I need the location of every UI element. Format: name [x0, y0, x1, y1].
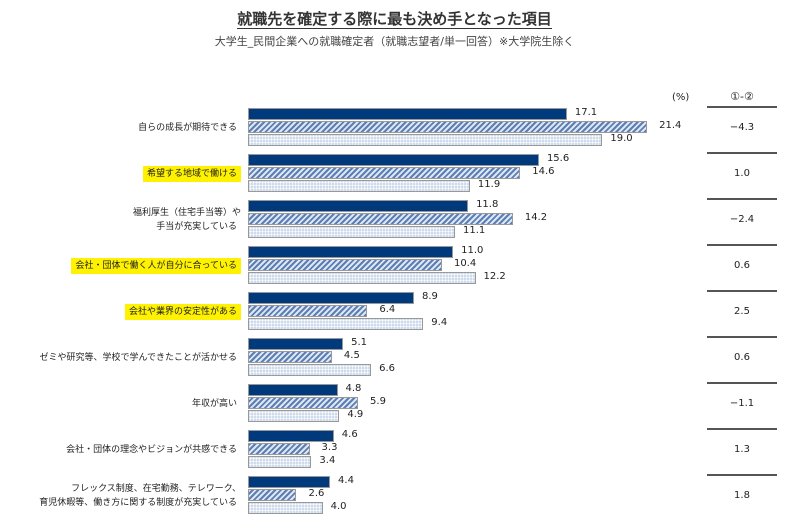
data-label: 4.4 — [338, 475, 354, 486]
category-label-text: 福利厚生（住宅手当等）や 手当が充実している — [132, 208, 241, 232]
diff-rule — [707, 106, 777, 108]
bar-series2 — [248, 213, 513, 225]
bar-series2 — [248, 167, 521, 179]
data-label: 4.9 — [347, 409, 364, 420]
bar-series2 — [248, 259, 442, 271]
data-label: 11.8 — [476, 199, 499, 210]
data-label: 4.8 — [345, 383, 362, 394]
data-label: 8.9 — [421, 291, 438, 302]
bar-series2 — [248, 443, 310, 455]
bar-series1 — [248, 430, 334, 442]
category-label-text: 年収が高い — [191, 399, 237, 409]
diff-rule — [707, 152, 777, 154]
data-label: 3.3 — [321, 442, 338, 453]
chart-title: 就職先を確定する際に最も決め手となった項目 — [237, 10, 552, 29]
data-label: 6.4 — [379, 304, 396, 315]
category-label: ゼミや研究等、学校で学んできたことが活かせる — [35, 351, 241, 365]
data-label: 12.2 — [483, 271, 506, 282]
bar-series2 — [248, 121, 648, 133]
bar-series1 — [248, 476, 331, 488]
bar-series1 — [248, 154, 539, 166]
category-label: 会社・団体の理念やビジョンが共感できる — [62, 443, 241, 457]
data-label: 19.0 — [610, 133, 633, 144]
data-label: 5.9 — [370, 396, 386, 407]
diff-rule — [707, 244, 777, 246]
data-label: 15.6 — [546, 153, 570, 164]
category-label: 年収が高い — [188, 397, 241, 411]
diff-rule — [707, 474, 777, 476]
diff-value: 1.3 — [734, 444, 750, 455]
bar-series3 — [248, 272, 476, 284]
unit-label: (%) — [672, 92, 690, 103]
bar-series2 — [248, 305, 368, 317]
category-label-text: フレックス制度、在宅勤務、テレワーク、 育児休暇等、働き方に関する制度が充実して… — [39, 484, 241, 508]
bar-series1 — [248, 200, 469, 212]
diff-header: ①-② — [730, 90, 754, 103]
category-label: 会社・団体で働く人が自分に合っている — [71, 258, 241, 274]
diff-value: −2.4 — [729, 214, 755, 225]
data-label: 4.0 — [330, 501, 347, 512]
diff-rule — [707, 198, 777, 200]
data-label: 14.6 — [532, 166, 555, 177]
bar-series3 — [248, 134, 603, 146]
data-label: 17.1 — [574, 107, 598, 118]
data-label: 9.4 — [431, 317, 448, 328]
data-label: 5.1 — [351, 337, 368, 348]
category-label: 希望する地域で働ける — [142, 166, 241, 182]
data-label: 11.0 — [461, 245, 484, 256]
data-label: 6.6 — [379, 363, 395, 374]
diff-value: 0.6 — [734, 352, 750, 363]
diff-rule — [707, 428, 777, 430]
diff-value: 1.0 — [734, 168, 750, 179]
data-label: 21.4 — [659, 120, 682, 131]
data-label: 11.1 — [463, 225, 486, 236]
chart-subtitle: 大学生_民間企業への就職確定者（就職志望者/単一回答）※大学院生除く — [214, 35, 575, 48]
bar-series1 — [248, 338, 344, 350]
bar-series2 — [248, 489, 297, 501]
category-label-text: 自らの成長が期待できる — [138, 123, 237, 133]
category-label-text: ゼミや研究等、学校で学んできたことが活かせる — [39, 353, 237, 363]
bar-series2 — [248, 351, 332, 363]
data-label: 4.6 — [341, 429, 358, 440]
bar-series2 — [248, 397, 359, 409]
bar-series1 — [248, 108, 567, 120]
data-label: 2.6 — [308, 488, 325, 499]
diff-value: 2.5 — [734, 306, 750, 317]
bar-series3 — [248, 502, 323, 514]
data-label: 11.9 — [477, 179, 501, 190]
category-label: 福利厚生（住宅手当等）や 手当が充実している — [129, 206, 241, 234]
bar-series1 — [248, 384, 338, 396]
bar-series3 — [248, 456, 312, 468]
data-label: 4.5 — [343, 350, 360, 361]
diff-value: −1.1 — [729, 398, 755, 409]
bar-series3 — [248, 180, 470, 192]
category-label: 会社や業界の安定性がある — [124, 304, 241, 320]
category-label-text: 会社・団体で働く人が自分に合っている — [71, 258, 241, 274]
category-label-text: 会社・団体の理念やビジョンが共感できる — [66, 445, 237, 455]
category-label: フレックス制度、在宅勤務、テレワーク、 育児休暇等、働き方に関する制度が充実して… — [39, 482, 241, 510]
diff-value: 1.8 — [734, 490, 750, 501]
category-label-text: 希望する地域で働ける — [142, 166, 241, 182]
data-label: 14.2 — [524, 212, 548, 223]
data-label: 10.4 — [453, 258, 477, 269]
bar-series3 — [248, 318, 424, 330]
bar-series1 — [248, 246, 454, 258]
bar-series1 — [248, 292, 414, 304]
diff-rule — [707, 290, 777, 292]
diff-rule — [707, 382, 777, 384]
diff-value: 0.6 — [734, 260, 750, 271]
diff-rule — [707, 336, 777, 338]
diff-value: −4.3 — [729, 122, 755, 133]
bar-series3 — [248, 364, 372, 376]
category-label-text: 会社や業界の安定性がある — [124, 304, 241, 320]
bar-series3 — [248, 410, 340, 422]
data-label: 3.4 — [319, 455, 336, 466]
category-label: 自らの成長が期待できる — [134, 121, 241, 135]
bar-series3 — [248, 226, 455, 238]
